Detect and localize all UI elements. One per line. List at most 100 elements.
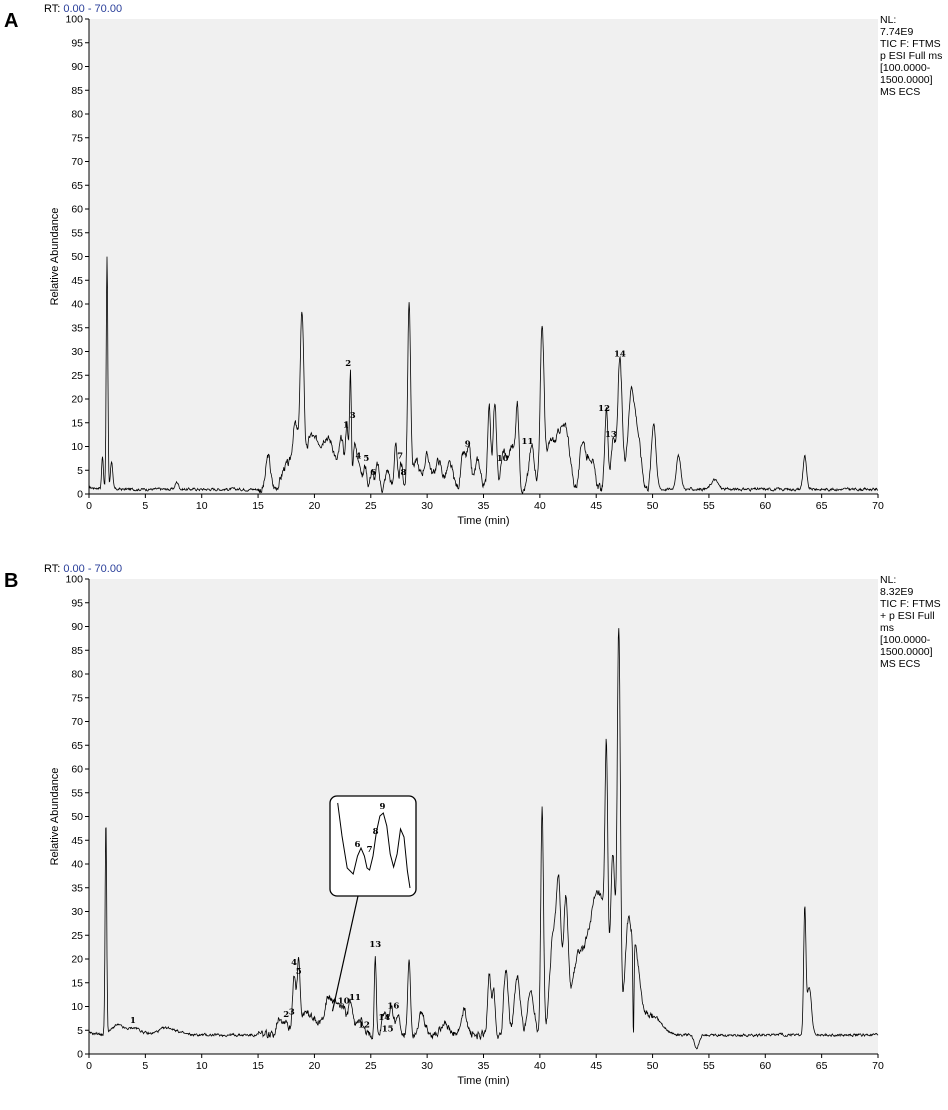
scan-info-line: NL:: [880, 574, 897, 586]
y-tick-label: 15: [71, 417, 83, 429]
x-tick-label: 60: [759, 1060, 771, 1072]
peak-number-label: 1: [343, 421, 349, 431]
peak-number-label: 10: [497, 454, 509, 464]
peak-number-label: 5: [296, 967, 302, 977]
scan-info-line: + p ESI Full: [880, 610, 935, 622]
scan-info-line: 1500.0000]: [880, 74, 933, 86]
scan-info-line: TIC F: FTMS: [880, 598, 941, 610]
peak-number-label: 12: [598, 404, 610, 414]
scan-info-line: 1500.0000]: [880, 646, 933, 658]
y-tick-label: 30: [71, 906, 83, 918]
inset-peak-label: 6: [355, 840, 361, 850]
x-tick-label: 10: [196, 500, 208, 512]
y-tick-label: 80: [71, 669, 83, 681]
x-tick-label: 35: [478, 500, 490, 512]
rt-range: RT: 0.00 - 70.00: [44, 563, 122, 575]
x-tick-label: 30: [421, 500, 433, 512]
x-tick-label: 15: [252, 1060, 264, 1072]
y-tick-label: 30: [71, 346, 83, 358]
y-tick-label: 70: [71, 716, 83, 728]
peak-number-label: 5: [363, 454, 369, 464]
peak-number-label: 12: [358, 1020, 370, 1030]
y-tick-label: 65: [71, 740, 83, 752]
x-tick-label: 0: [86, 1060, 92, 1072]
x-tick-label: 25: [365, 500, 377, 512]
x-tick-label: 15: [252, 500, 264, 512]
x-tick-label: 55: [703, 1060, 715, 1072]
y-tick-label: 60: [71, 764, 83, 776]
x-tick-label: 25: [365, 1060, 377, 1072]
y-tick-label: 55: [71, 227, 83, 239]
inset-peak-label: 7: [367, 845, 373, 855]
chromatogram-plot-b: 0510152025303540455055606570758085909510…: [49, 574, 884, 1088]
scan-info: NL: 7.74E9 TIC F: FTMS p ESI Full ms [10…: [880, 14, 942, 98]
y-tick-label: 100: [65, 14, 83, 26]
peak-number-label: 2: [283, 1010, 289, 1020]
scan-info-line: 8.32E9: [880, 586, 914, 598]
y-tick-label: 90: [71, 621, 83, 633]
y-tick-label: 45: [71, 835, 83, 847]
scan-info-line: ms: [880, 622, 894, 634]
peak-number-label: 8: [401, 468, 407, 478]
x-axis-title: Time (min): [457, 1075, 509, 1087]
y-tick-label: 0: [77, 1049, 83, 1061]
peak-number-label: 3: [289, 1008, 295, 1018]
scan-info-line: MS ECS: [880, 658, 921, 670]
tic-trace: [88, 628, 879, 1050]
y-tick-label: 55: [71, 787, 83, 799]
peak-number-label: 14: [614, 349, 626, 359]
inset-zoom-box: [329, 795, 417, 897]
rt-label: RT:: [44, 3, 61, 15]
scan-info-line: NL:: [880, 14, 897, 26]
y-tick-label: 90: [71, 61, 83, 73]
peak-number-label: 3: [350, 411, 356, 421]
peak-number-label: 15: [382, 1025, 394, 1035]
y-tick-label: 85: [71, 85, 83, 97]
chromatogram-panel-a: A RT: 0.00 - 70.00 NL: 7.74E9 TIC F: FTM…: [0, 0, 948, 550]
inset-trace: [337, 802, 411, 889]
scan-info-line: 7.74E9: [880, 26, 914, 38]
rt-range-value: 0.00 - 70.00: [63, 3, 123, 15]
inset-peak-label: 8: [373, 827, 379, 837]
inset-peak-label: 9: [379, 802, 385, 812]
x-tick-label: 65: [816, 500, 828, 512]
y-tick-label: 45: [71, 275, 83, 287]
x-tick-label: 70: [872, 500, 884, 512]
plot-area: [89, 579, 878, 1054]
panel-label: A: [4, 10, 19, 32]
y-tick-label: 10: [71, 441, 83, 453]
peak-number-label: 16: [387, 1001, 399, 1011]
x-tick-label: 60: [759, 500, 771, 512]
peak-number-label: 13: [605, 430, 617, 440]
y-axis-title: Relative Abundance: [49, 208, 61, 306]
peak-number-label: 1: [130, 1016, 136, 1026]
x-tick-label: 5: [142, 1060, 148, 1072]
y-tick-label: 5: [77, 465, 83, 477]
y-tick-label: 50: [71, 251, 83, 263]
tic-trace: [88, 256, 879, 494]
y-tick-label: 20: [71, 394, 83, 406]
y-axis-title: Relative Abundance: [49, 768, 61, 866]
peak-number-label: 13: [369, 940, 381, 950]
peak-number-label: 11: [349, 993, 361, 1003]
y-tick-label: 25: [71, 930, 83, 942]
x-tick-label: 70: [872, 1060, 884, 1072]
peak-number-label: 9: [465, 440, 471, 450]
rt-range: RT: 0.00 - 70.00: [44, 3, 122, 15]
x-tick-label: 40: [534, 1060, 546, 1072]
x-tick-label: 0: [86, 500, 92, 512]
x-tick-label: 35: [478, 1060, 490, 1072]
y-tick-label: 65: [71, 180, 83, 192]
peak-number-label: 10: [338, 997, 350, 1007]
x-tick-label: 45: [590, 500, 602, 512]
x-tick-label: 30: [421, 1060, 433, 1072]
peak-number-label: 4: [291, 958, 297, 968]
scan-info-line: TIC F: FTMS: [880, 38, 941, 50]
plot-area: [89, 19, 878, 494]
x-tick-label: 5: [142, 500, 148, 512]
y-tick-label: 40: [71, 299, 83, 311]
x-tick-label: 55: [703, 500, 715, 512]
y-tick-label: 35: [71, 322, 83, 334]
y-tick-label: 100: [65, 574, 83, 586]
x-tick-label: 50: [647, 1060, 659, 1072]
